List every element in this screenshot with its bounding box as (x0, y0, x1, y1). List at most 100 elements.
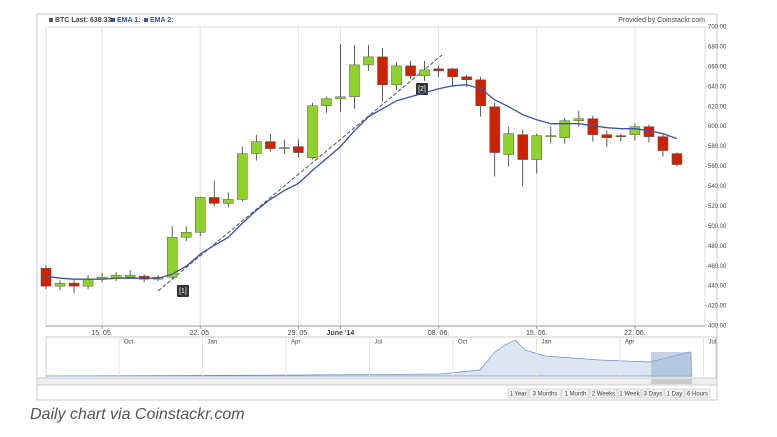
y-tick-label: 540.00 (708, 184, 727, 190)
annotation: [2] (418, 86, 426, 93)
range-button[interactable] (561, 388, 590, 399)
y-tick-label: 420.00 (708, 304, 727, 310)
candle-body (671, 153, 683, 165)
legend-item: EMA 1: (117, 17, 140, 24)
credit: Provided by Coinstackr.com (618, 17, 705, 24)
plot-area (45, 26, 706, 327)
candle-body (447, 68, 458, 78)
x-tick-label: 29. 05. (288, 330, 309, 337)
navigator-label: Apr (625, 340, 634, 346)
candle-body (419, 69, 430, 77)
candle-body (335, 96, 346, 100)
y-tick-label: 400.00 (708, 324, 727, 330)
range-button-label: 6 Hours (687, 392, 708, 398)
range-button[interactable] (664, 388, 685, 399)
candle-body (573, 118, 585, 121)
range-button[interactable] (528, 388, 562, 399)
navigator-label: Jan (208, 340, 218, 346)
candle-body (82, 278, 94, 287)
candle-body (517, 134, 528, 160)
navigator-label: Jul (709, 340, 717, 346)
y-tick-label: 440.00 (708, 284, 727, 290)
legend-swatch (49, 18, 53, 22)
candle-body (293, 146, 304, 153)
candle-body (194, 197, 206, 233)
scrollbar[interactable] (36, 377, 718, 386)
candle-body (503, 133, 514, 155)
caption: Daily chart via Coinstackr.com (30, 406, 245, 423)
x-tick-label: 15. 05. (91, 330, 112, 337)
x-tick-label: 15. 06. (526, 330, 547, 337)
x-tick-label: 22. 05. (190, 330, 211, 337)
candle-body (391, 65, 402, 86)
navigator-label: Jan (542, 340, 552, 346)
navigator-selection[interactable] (651, 352, 692, 377)
candle-body (461, 76, 472, 81)
candle-body (166, 237, 178, 278)
annotation-badge (416, 83, 428, 95)
ema-line (45, 84, 678, 280)
candle-body (54, 282, 66, 287)
candle-body (223, 199, 234, 204)
legend-swatch (144, 18, 148, 22)
range-button-label: 1 Year (509, 392, 526, 398)
x-tick-label: 08. 06. (428, 330, 449, 337)
candle-body (279, 147, 290, 149)
candle-body (657, 136, 669, 151)
candle-body (559, 120, 571, 138)
candle-body (489, 106, 500, 153)
range-button-label: 1 Month (565, 392, 587, 398)
candle-body (124, 274, 136, 278)
range-button-label: 2 Weeks (592, 392, 615, 398)
x-tick-label: June '14 (327, 330, 355, 337)
range-button[interactable] (684, 388, 711, 399)
y-tick-label: 520.00 (708, 204, 727, 210)
range-button-label: 1 Week (619, 392, 640, 398)
y-tick-label: 680.00 (708, 45, 727, 51)
candle-body (545, 135, 557, 137)
candle-body (251, 141, 262, 154)
candle-body (601, 134, 613, 138)
x-tick-label: 22. 06. (624, 330, 645, 337)
annotation-badge (177, 285, 189, 297)
candle-body (475, 79, 486, 106)
candle-body (531, 135, 542, 160)
navigator-label: Oct (458, 340, 468, 346)
range-button[interactable] (617, 388, 642, 399)
candle-body (405, 65, 416, 77)
navigator-label: Apr (291, 340, 300, 346)
candle-body (209, 197, 220, 204)
range-button-label: 1 Day (667, 392, 683, 398)
range-button-label: 3 Months (533, 392, 558, 398)
candle-body (615, 135, 627, 137)
navigator-label: Jul (375, 340, 383, 346)
candle-body (363, 56, 374, 66)
candle-body (265, 141, 276, 149)
y-tick-label: 700.00 (708, 25, 727, 31)
candle-body (321, 98, 332, 106)
candle-body (237, 153, 248, 200)
candle-body (377, 56, 388, 86)
navigator-label: Oct (124, 340, 134, 346)
candle-body (180, 232, 192, 238)
candle-body (433, 68, 444, 72)
y-tick-label: 460.00 (708, 264, 727, 270)
legend-item: EMA 2: (150, 17, 173, 24)
legend-swatch (111, 18, 115, 22)
y-tick-label: 480.00 (708, 244, 727, 250)
candle-body (68, 282, 80, 287)
legend-item: BTC Last: 638.33 (55, 17, 112, 24)
candle-body (307, 105, 318, 158)
range-button[interactable] (641, 388, 665, 399)
range-button[interactable] (507, 388, 529, 399)
scrollbar-thumb[interactable] (651, 379, 692, 384)
y-tick-label: 640.00 (708, 84, 727, 90)
y-tick-label: 660.00 (708, 64, 727, 70)
range-button-label: 3 Days (644, 392, 663, 398)
y-tick-label: 560.00 (708, 164, 727, 170)
annotation: [1] (179, 288, 187, 295)
y-tick-label: 580.00 (708, 144, 727, 150)
candle-body (349, 64, 360, 98)
range-button[interactable] (589, 388, 618, 399)
